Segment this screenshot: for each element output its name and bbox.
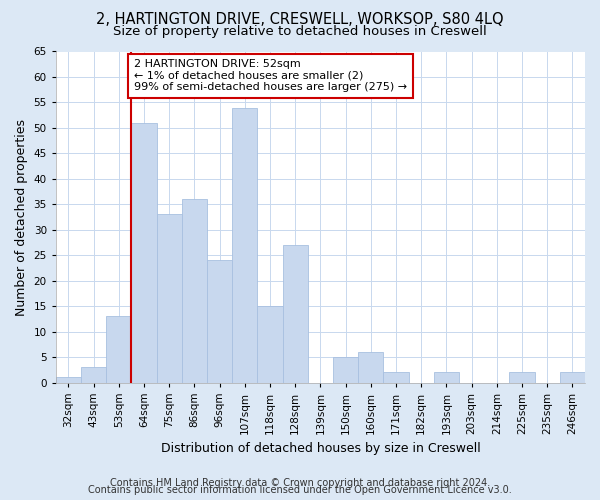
Bar: [358, 352, 383, 382]
Text: Size of property relative to detached houses in Creswell: Size of property relative to detached ho…: [113, 25, 487, 38]
Bar: [182, 199, 207, 382]
Bar: [509, 372, 535, 382]
X-axis label: Distribution of detached houses by size in Creswell: Distribution of detached houses by size …: [161, 442, 480, 455]
Bar: [333, 357, 358, 382]
Bar: [131, 123, 157, 382]
Text: 2 HARTINGTON DRIVE: 52sqm
← 1% of detached houses are smaller (2)
99% of semi-de: 2 HARTINGTON DRIVE: 52sqm ← 1% of detach…: [134, 59, 407, 92]
Bar: [207, 260, 232, 382]
Text: 2, HARTINGTON DRIVE, CRESWELL, WORKSOP, S80 4LQ: 2, HARTINGTON DRIVE, CRESWELL, WORKSOP, …: [96, 12, 504, 28]
Bar: [106, 316, 131, 382]
Text: Contains public sector information licensed under the Open Government Licence v3: Contains public sector information licen…: [88, 485, 512, 495]
Text: Contains HM Land Registry data © Crown copyright and database right 2024.: Contains HM Land Registry data © Crown c…: [110, 478, 490, 488]
Bar: [383, 372, 409, 382]
Bar: [283, 245, 308, 382]
Bar: [232, 108, 257, 382]
Bar: [56, 378, 81, 382]
Y-axis label: Number of detached properties: Number of detached properties: [15, 118, 28, 316]
Bar: [257, 306, 283, 382]
Bar: [560, 372, 585, 382]
Bar: [157, 214, 182, 382]
Bar: [81, 367, 106, 382]
Bar: [434, 372, 459, 382]
